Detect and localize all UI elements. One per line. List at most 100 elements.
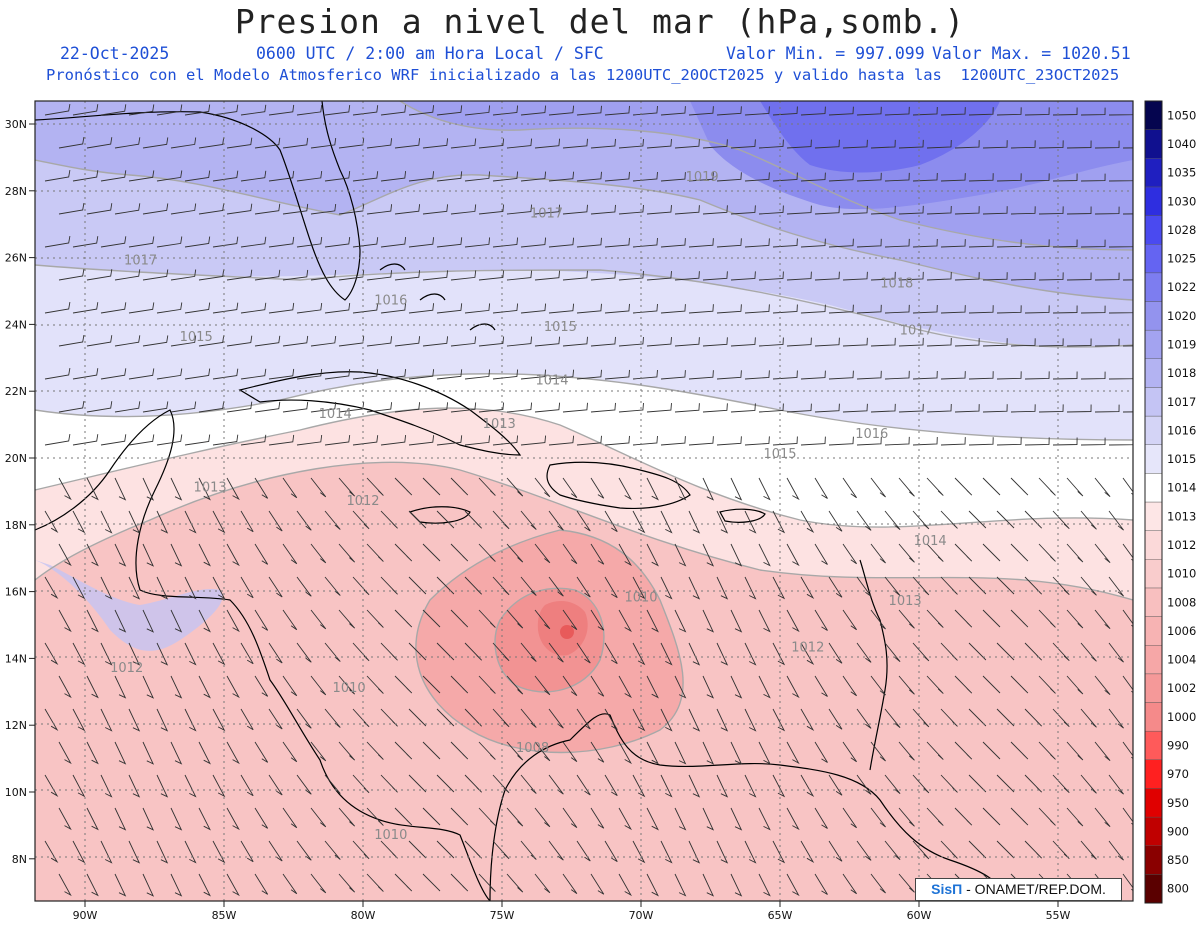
isobar-label: 1018 — [880, 277, 913, 292]
wind-barb — [912, 708, 930, 728]
wind-barb — [282, 401, 309, 413]
wind-barb — [744, 642, 757, 666]
wind-barb — [240, 774, 254, 797]
wind-barb — [618, 138, 644, 149]
wind-barb — [226, 335, 253, 347]
wind-barb — [688, 172, 714, 182]
wind-barb — [128, 774, 141, 798]
wind-barb — [674, 807, 687, 831]
wind-barb — [184, 642, 197, 666]
wind-barb — [128, 840, 141, 864]
wind-barb — [226, 401, 253, 413]
wind-barb — [954, 477, 973, 496]
wind-barb — [604, 840, 618, 862]
wind-barb — [1080, 107, 1106, 116]
colorbar-swatch — [1144, 616, 1163, 646]
wind-barb — [324, 576, 341, 596]
wind-barb — [828, 172, 854, 182]
wind-barb — [562, 675, 578, 696]
wind-barb — [492, 237, 519, 248]
wind-barb — [450, 477, 469, 496]
wind-barb — [926, 675, 944, 694]
wind-barb — [534, 675, 551, 696]
wind-barb — [86, 335, 113, 347]
wind-barb — [1038, 675, 1056, 694]
wind-barb — [366, 675, 384, 694]
wind-barb — [450, 609, 469, 628]
wind-barb — [576, 237, 602, 248]
wind-barb — [702, 675, 715, 699]
wind-barb — [394, 402, 421, 413]
wind-barb — [828, 370, 854, 380]
wind-barb — [212, 434, 239, 446]
wind-barb — [198, 401, 225, 413]
wind-barb — [576, 303, 602, 314]
wind-barb — [828, 304, 854, 314]
wind-barb — [1066, 675, 1084, 695]
wind-barb — [898, 807, 915, 827]
wind-barb — [1108, 510, 1124, 531]
wind-barb — [324, 369, 351, 380]
colorbar-swatch — [1144, 559, 1163, 589]
wind-barb — [520, 369, 547, 380]
wind-barb — [828, 840, 843, 862]
wind-barb — [268, 368, 295, 380]
wind-barb — [86, 741, 99, 765]
wind-barb — [520, 576, 537, 596]
wind-barb — [72, 170, 99, 182]
isobar-label: 1016 — [855, 427, 888, 442]
wind-barb — [1024, 371, 1050, 380]
wind-barb — [366, 138, 393, 149]
wind-barb — [422, 204, 449, 215]
wind-barb — [464, 435, 491, 446]
wind-barb — [1038, 206, 1064, 215]
wind-barb — [310, 741, 327, 762]
wind-barb — [758, 675, 771, 699]
wind-barb — [674, 477, 687, 501]
wind-barb — [282, 741, 298, 763]
isobar-label: 1015 — [763, 447, 796, 462]
wind-barb — [100, 642, 113, 666]
wind-barb — [562, 477, 578, 498]
wind-barb — [898, 609, 915, 629]
wind-barb — [842, 675, 857, 697]
wind-barb — [828, 774, 843, 796]
wind-barb — [282, 477, 298, 499]
wind-barb — [674, 403, 700, 413]
colorbar-label: 1002 — [1167, 681, 1196, 695]
wind-barb — [58, 543, 72, 567]
wind-barb — [758, 271, 784, 281]
wind-barb — [674, 271, 700, 281]
wind-barb — [1094, 140, 1120, 149]
wind-barb — [58, 401, 85, 413]
wind-barb — [1024, 107, 1050, 116]
wind-barb — [856, 238, 882, 248]
wind-barb — [702, 807, 715, 831]
wind-barb — [828, 708, 843, 730]
wind-barb — [898, 205, 924, 215]
wind-barb — [240, 708, 254, 731]
wind-barb — [968, 708, 987, 727]
wind-barb — [674, 543, 687, 567]
wind-barb — [1094, 338, 1120, 347]
wind-barb — [1080, 371, 1106, 380]
wind-barb — [366, 336, 393, 347]
wind-barb — [86, 675, 99, 699]
wind-barb — [912, 106, 938, 116]
wind-barb — [744, 774, 757, 798]
wind-barb — [912, 576, 930, 596]
wind-barb — [198, 477, 211, 501]
wind-barb — [408, 774, 427, 793]
wind-barb — [730, 139, 756, 149]
wind-barb — [240, 104, 267, 116]
wind-barb — [814, 477, 828, 499]
wind-barb — [492, 576, 510, 596]
wind-barb — [128, 708, 141, 732]
wind-barb — [44, 170, 71, 182]
map-frame — [34, 100, 1134, 902]
wind-barb — [226, 873, 240, 897]
wind-barb — [310, 203, 337, 215]
wind-barb — [450, 675, 469, 694]
wind-barb — [184, 236, 211, 248]
wind-barb — [646, 139, 672, 149]
